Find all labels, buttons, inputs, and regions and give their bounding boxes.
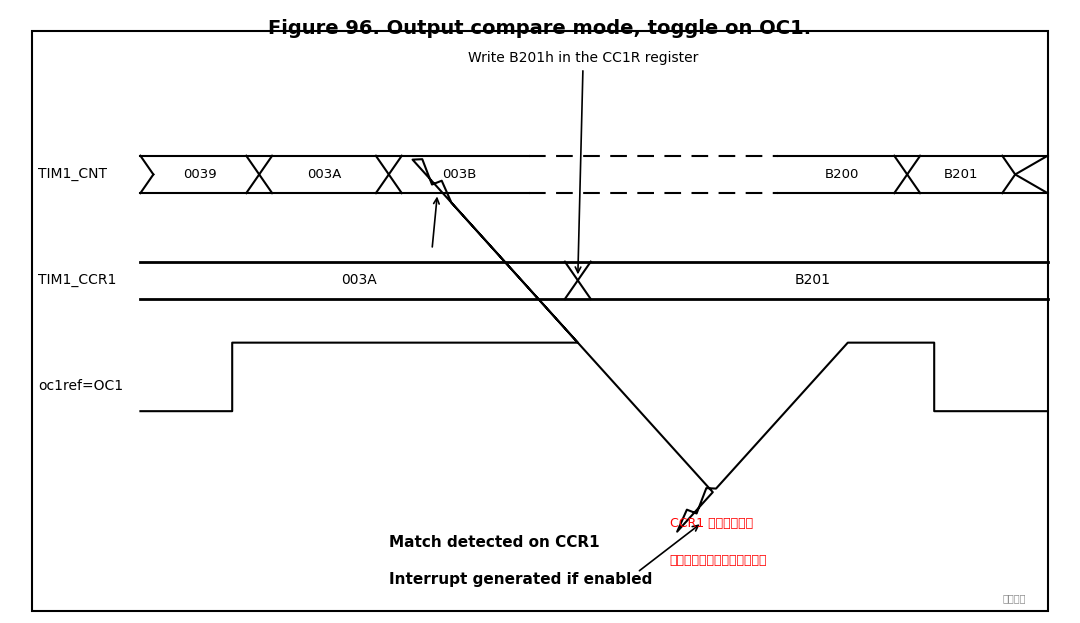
Text: TIM1_CNT: TIM1_CNT	[38, 168, 107, 181]
Text: 创新互联: 创新互联	[1002, 593, 1026, 603]
Text: B201: B201	[795, 273, 831, 287]
Text: B201: B201	[944, 168, 978, 181]
Text: 0039: 0039	[183, 168, 217, 181]
Text: CCR1 上检测到匹配: CCR1 上检测到匹配	[670, 517, 753, 530]
Text: oc1ref=OC1: oc1ref=OC1	[38, 379, 123, 393]
Text: Figure 96. Output compare mode, toggle on OC1.: Figure 96. Output compare mode, toggle o…	[269, 19, 811, 37]
Text: Interrupt generated if enabled: Interrupt generated if enabled	[389, 572, 652, 587]
Text: 003A: 003A	[341, 273, 377, 287]
Text: TIM1_CCR1: TIM1_CCR1	[38, 273, 117, 287]
FancyBboxPatch shape	[32, 31, 1048, 611]
Text: 003B: 003B	[442, 168, 476, 181]
Text: Match detected on CCR1: Match detected on CCR1	[389, 535, 599, 549]
Text: Write B201h in the CC1R register: Write B201h in the CC1R register	[468, 51, 699, 273]
Text: 如果使能了中断，则产生中断: 如果使能了中断，则产生中断	[670, 554, 767, 567]
Text: B200: B200	[825, 168, 860, 181]
Text: 003A: 003A	[307, 168, 341, 181]
